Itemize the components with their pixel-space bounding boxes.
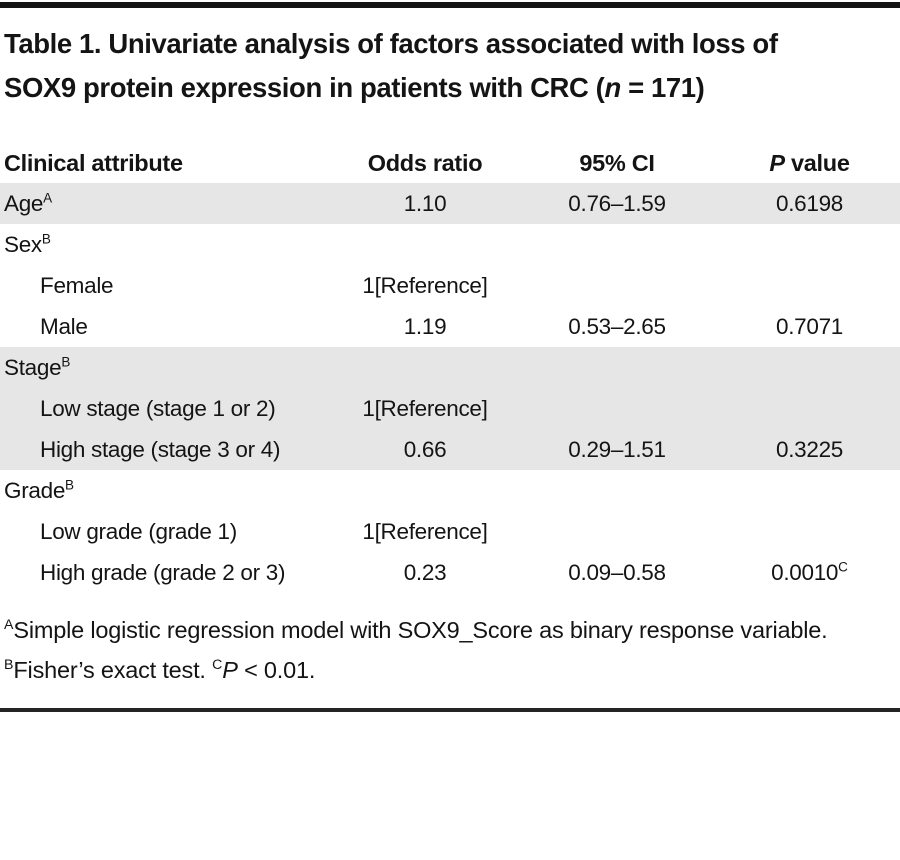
footnote-marker-c: C <box>212 656 223 673</box>
cell-p-value: 0.7071 <box>775 313 844 339</box>
row-label: High stage (stage 3 or 4) <box>40 436 281 462</box>
row-label: Stage <box>4 354 62 380</box>
cell-attribute: Low grade (grade 1) <box>0 519 335 545</box>
cell-p-value: 0.3225 <box>775 436 844 462</box>
cell-ci: 0.29–1.51 <box>568 436 666 462</box>
table-title-text: Table 1. Univariate analysis of factors … <box>4 28 778 103</box>
bottom-rule <box>0 708 900 712</box>
row-label: Grade <box>4 477 66 503</box>
cell-attribute: Female <box>0 273 335 299</box>
cell-attribute: SexB <box>0 232 335 258</box>
table-row-stage: StageB <box>0 347 900 388</box>
cell-ci: 0.09–0.58 <box>568 559 666 585</box>
footnote-marker: B <box>61 354 71 369</box>
p-value-header-rest: value <box>784 150 850 176</box>
cell-odds-ratio: 1[Reference] <box>362 272 488 298</box>
footnote-marker-b: B <box>4 656 14 673</box>
p-value-text: 0.0010 <box>771 559 839 585</box>
row-label: Male <box>40 313 88 339</box>
cell-attribute: Low stage (stage 1 or 2) <box>0 396 335 422</box>
column-header-odds-ratio: Odds ratio <box>367 150 483 176</box>
column-header-clinical-attribute: Clinical attribute <box>4 150 183 176</box>
table-title-n-italic: n <box>604 72 621 103</box>
cell-odds-ratio: 1[Reference] <box>362 395 488 421</box>
row-label: Age <box>4 190 44 216</box>
cell-attribute: StageB <box>0 355 335 381</box>
cell-odds-ratio: 0.23 <box>403 559 447 585</box>
table-title: Table 1. Univariate analysis of factors … <box>4 22 852 110</box>
table-row-high-grade: High grade (grade 2 or 3) 0.23 0.09–0.58… <box>0 552 900 593</box>
footnote-text-a: Simple logistic regression model with SO… <box>13 617 828 643</box>
row-label: Low stage (stage 1 or 2) <box>40 395 276 421</box>
cell-ci: 0.53–2.65 <box>568 313 666 339</box>
cell-ci: 0.76–1.59 <box>568 190 666 216</box>
cell-attribute: GradeB <box>0 478 335 504</box>
footnote-marker: A <box>43 190 53 205</box>
cell-odds-ratio: 1.19 <box>403 313 447 339</box>
cell-attribute: High grade (grade 2 or 3) <box>0 560 335 586</box>
table-footnote: ASimple logistic regression model with S… <box>4 610 850 690</box>
footnote-marker: B <box>41 231 51 246</box>
cell-attribute: Male <box>0 314 335 340</box>
table-row-female: Female 1[Reference] <box>0 265 900 306</box>
column-header-95-ci: 95% CI <box>579 150 655 176</box>
table-row-sex: SexB <box>0 224 900 265</box>
footnote-marker-a: A <box>4 616 14 633</box>
footnote-marker: B <box>65 477 75 492</box>
table-row-age: AgeA 1.10 0.76–1.59 0.6198 <box>0 183 900 224</box>
row-label: Low grade (grade 1) <box>40 518 237 544</box>
table-row-high-stage: High stage (stage 3 or 4) 0.66 0.29–1.51… <box>0 429 900 470</box>
table-body: AgeA 1.10 0.76–1.59 0.6198 SexB Female 1… <box>0 183 900 593</box>
row-label: High grade (grade 2 or 3) <box>40 559 286 585</box>
table-row-low-grade: Low grade (grade 1) 1[Reference] <box>0 511 900 552</box>
p-value-header-italic-p: P <box>769 150 785 176</box>
table-row-male: Male 1.19 0.53–2.65 0.7071 <box>0 306 900 347</box>
footnote-italic-p: P <box>222 657 238 683</box>
cell-attribute: High stage (stage 3 or 4) <box>0 437 335 463</box>
cell-odds-ratio: 1.10 <box>403 190 447 216</box>
cell-odds-ratio: 1[Reference] <box>362 518 488 544</box>
row-label: Sex <box>4 231 42 257</box>
cell-p-value: 0.0010C <box>719 560 900 586</box>
table-row-low-stage: Low stage (stage 1 or 2) 1[Reference] <box>0 388 900 429</box>
table-header-row: Clinical attribute Odds ratio 95% CI P v… <box>0 144 900 183</box>
footnote-text-b: Fisher’s exact test. <box>13 657 213 683</box>
footnote-marker: C <box>838 559 848 574</box>
column-header-p-value: P value <box>719 150 900 177</box>
cell-attribute: AgeA <box>0 191 335 217</box>
cell-odds-ratio: 0.66 <box>403 436 447 462</box>
table-title-suffix: = 171) <box>620 72 705 103</box>
top-rule <box>0 2 900 8</box>
cell-p-value: 0.6198 <box>775 190 844 216</box>
row-label: Female <box>40 272 114 298</box>
footnote-text-c: < 0.01. <box>237 657 316 683</box>
table-row-grade: GradeB <box>0 470 900 511</box>
